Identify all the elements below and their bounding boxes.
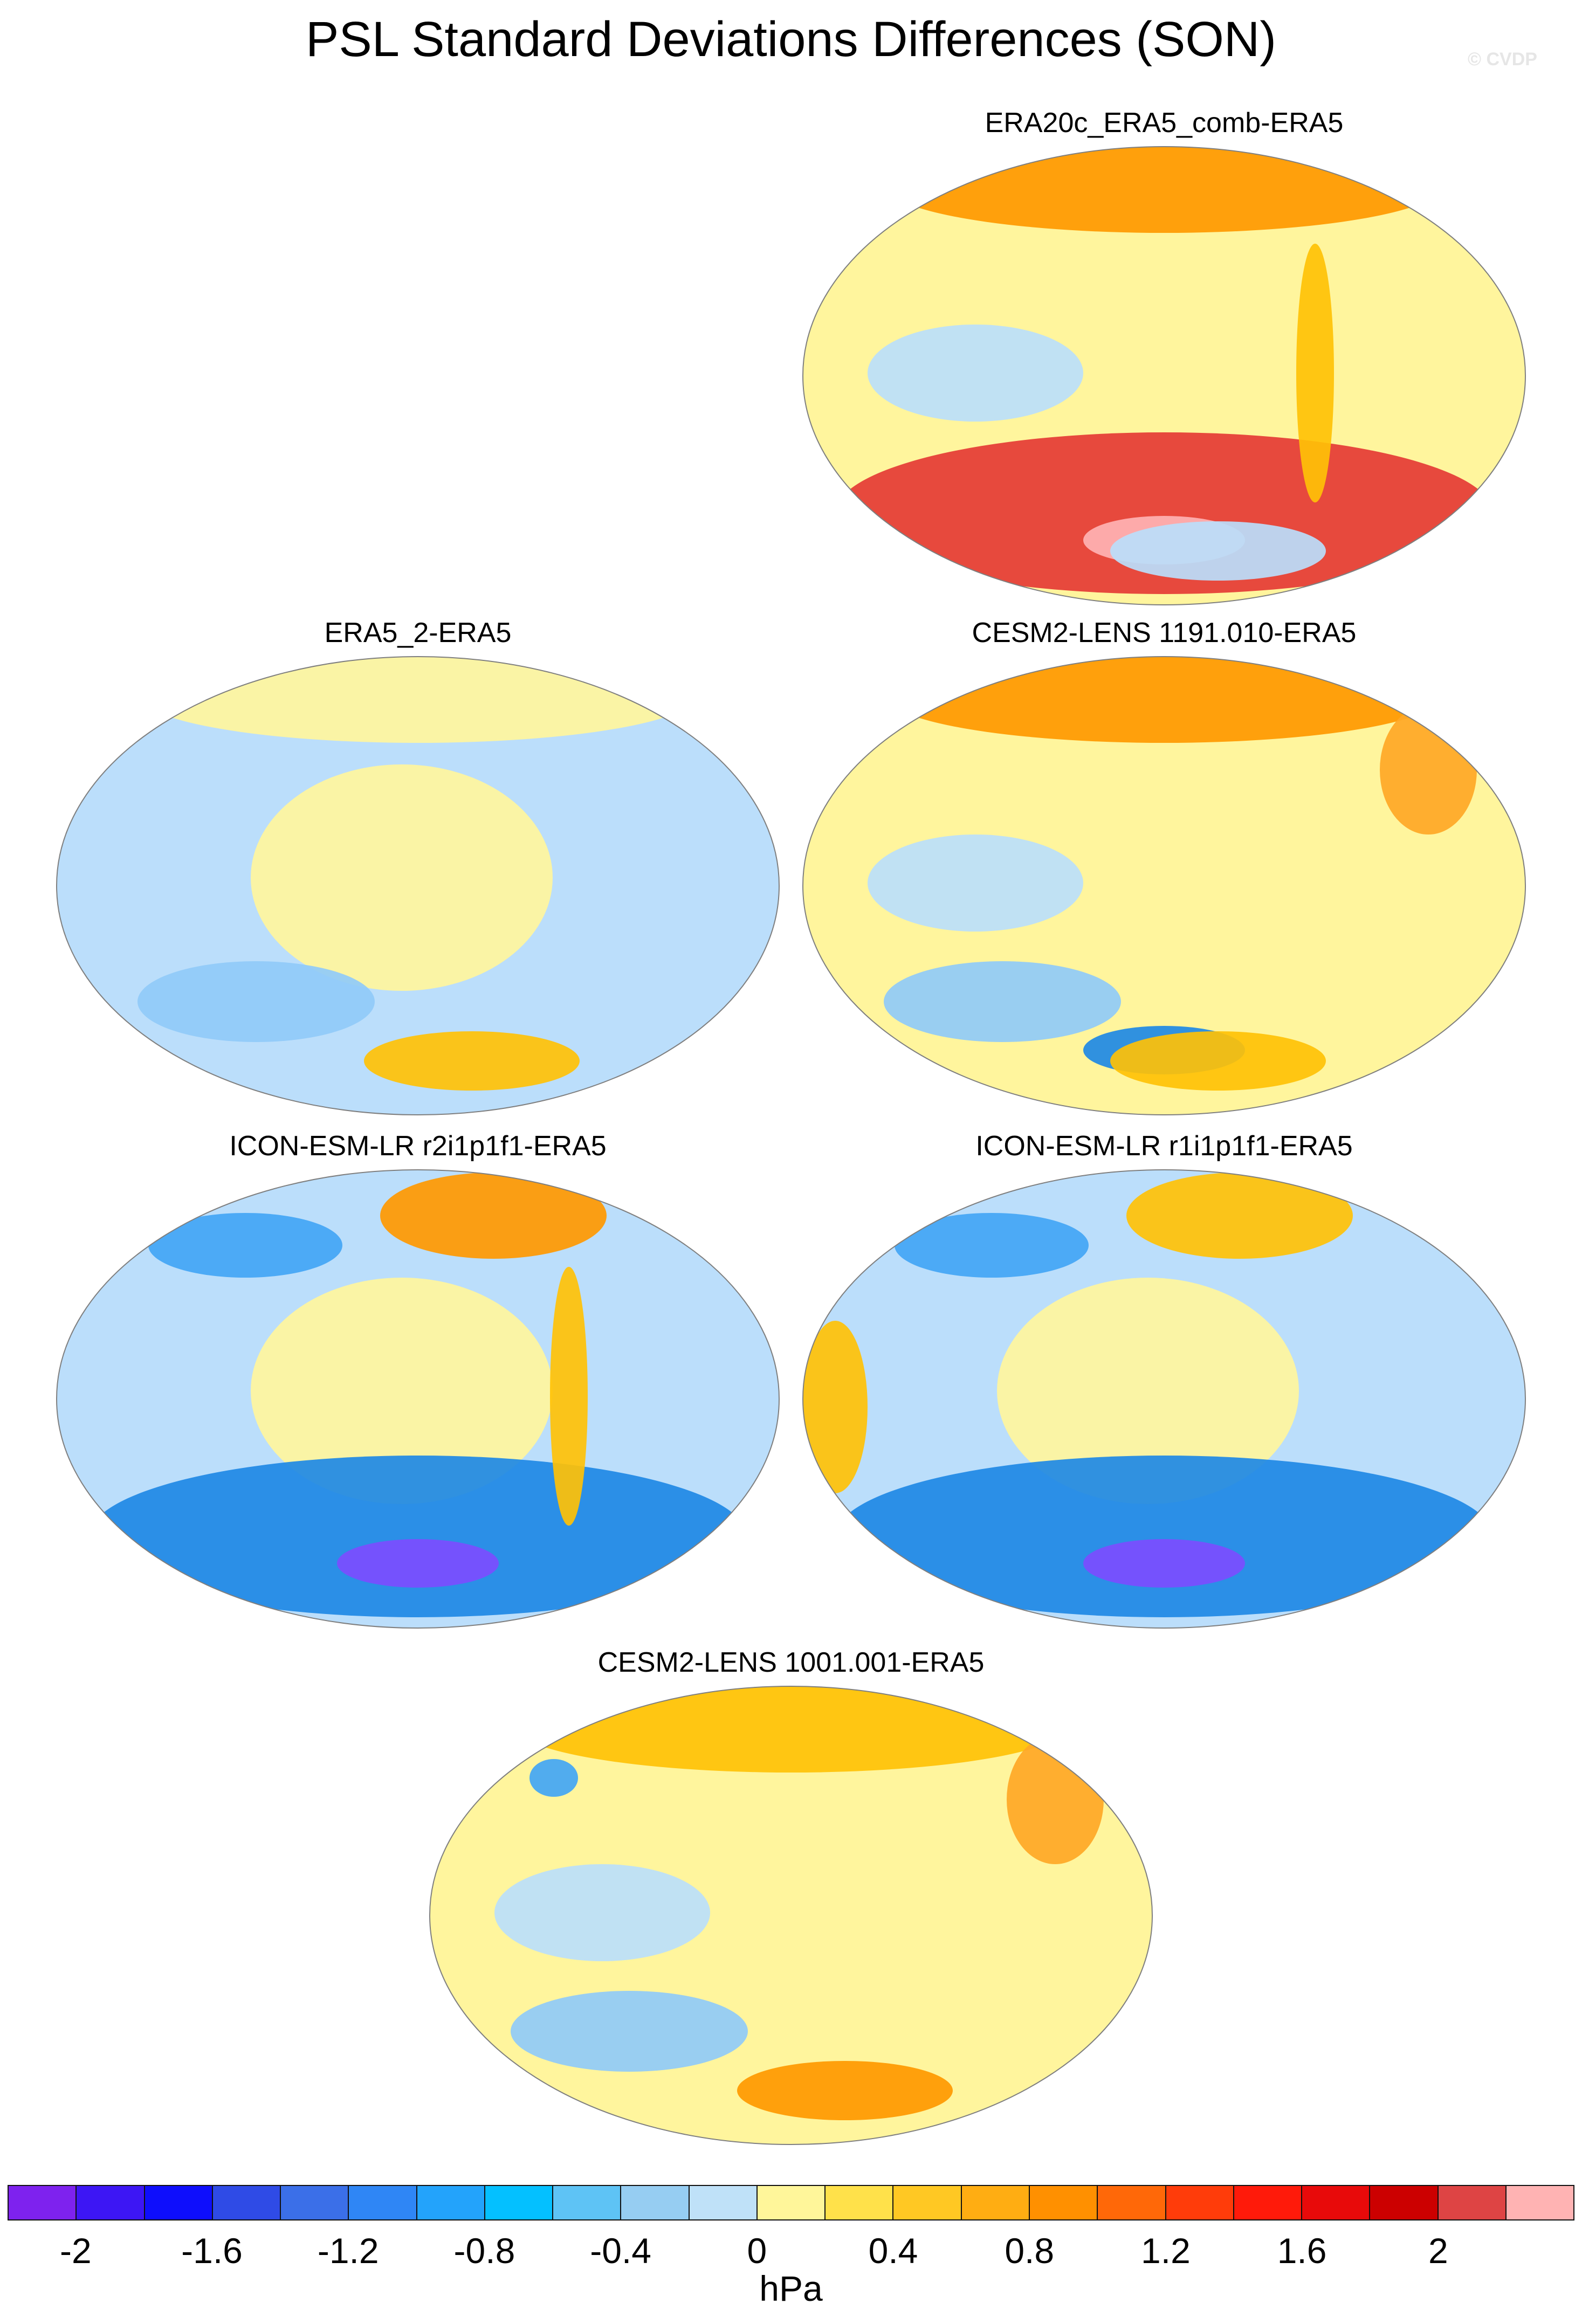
colorbar-swatch (1438, 2186, 1507, 2219)
panel-title: ICON-ESM-LR r1i1p1f1-ERA5 (975, 1130, 1353, 1162)
map-plot (802, 146, 1526, 605)
colorbar-swatch (77, 2186, 145, 2219)
anomaly-region-north-center (380, 1173, 607, 1259)
anomaly-region-north-center (1126, 1173, 1353, 1259)
colorbar-tick-label: -1.2 (317, 2231, 379, 2271)
watermark: © CVDP (1468, 49, 1537, 70)
colorbar-tick-label: 0.8 (1005, 2231, 1055, 2271)
map-plot (56, 1169, 780, 1629)
anomaly-region-south-band (89, 1456, 747, 1617)
colorbar-tick-label: -2 (60, 2231, 92, 2271)
anomaly-region-equator-west (868, 835, 1083, 932)
colorbar-swatch (689, 2186, 758, 2219)
map-plot (56, 656, 780, 1115)
colorbar-swatch (757, 2186, 826, 2219)
map-outline (56, 656, 780, 1115)
map-plot (429, 1686, 1153, 2145)
map-plot (802, 656, 1526, 1115)
colorbar-swatch (349, 2186, 417, 2219)
panel-title: CESM2-LENS 1191.010-ERA5 (972, 617, 1357, 649)
map-outline (56, 1169, 780, 1629)
colorbar-swatch (485, 2186, 554, 2219)
panel-title: CESM2-LENS 1001.001-ERA5 (597, 1647, 985, 1678)
colorbar-swatch (961, 2186, 1030, 2219)
colorbar-swatch (145, 2186, 213, 2219)
colorbar-tick-label: 2 (1428, 2231, 1448, 2271)
panel-title: ICON-ESM-LR r2i1p1f1-ERA5 (229, 1130, 607, 1162)
anomaly-region-north-west (148, 1213, 342, 1278)
colorbar-swatch (1506, 2186, 1574, 2219)
map-panel-era20c: ERA20c_ERA5_comb-ERA5 (797, 107, 1531, 613)
anomaly-region-south-band (835, 1456, 1493, 1617)
colorbar-swatch (826, 2186, 894, 2219)
map-panel-icon-r2: ICON-ESM-LR r2i1p1f1-ERA5 (51, 1130, 785, 1637)
colorbar-swatch (1166, 2186, 1234, 2219)
units-label: hPa (759, 2268, 823, 2308)
anomaly-region-south-atlantic (1110, 1031, 1326, 1091)
anomaly-region-south-west (511, 1991, 748, 2072)
map-outline (802, 1169, 1526, 1629)
anomaly-region-north-west (895, 1213, 1089, 1278)
colorbar-swatch (553, 2186, 622, 2219)
anomaly-region-south-core (337, 1539, 499, 1588)
anomaly-region-east-high (1007, 1735, 1104, 1864)
anomaly-region-south-band (835, 432, 1493, 594)
colorbar-swatch (417, 2186, 485, 2219)
map-plot (802, 1169, 1526, 1629)
anomaly-region-south-west (884, 961, 1121, 1042)
anomaly-region-pacific-core (251, 1278, 553, 1504)
colorbar-tick-label: -0.8 (453, 2231, 515, 2271)
colorbar-tick-label: 0 (747, 2231, 767, 2271)
anomaly-region-west-africa (803, 1321, 868, 1493)
colorbar-tick-label: -0.4 (590, 2231, 651, 2271)
colorbar (8, 2185, 1574, 2220)
colorbar-swatch (1029, 2186, 1098, 2219)
anomaly-region-east-high (1380, 705, 1477, 835)
anomaly-region-asia-dot (529, 1759, 578, 1797)
anomaly-region-equator-west (494, 1864, 710, 1961)
colorbar-tick-label: 1.2 (1141, 2231, 1191, 2271)
anomaly-region-south-atlantic (1110, 521, 1326, 581)
anomaly-region-andes (1296, 244, 1334, 502)
map-panel-icon-r1: ICON-ESM-LR r1i1p1f1-ERA5 (797, 1130, 1531, 1637)
anomaly-region-pacific-core (251, 764, 553, 991)
colorbar-swatch (212, 2186, 281, 2219)
map-panel-cesm2-1191: CESM2-LENS 1191.010-ERA5 (797, 617, 1531, 1123)
colorbar-tick-label: -1.6 (181, 2231, 243, 2271)
colorbar-tick-label: 0.4 (868, 2231, 918, 2271)
colorbar-swatch (1098, 2186, 1166, 2219)
colorbar-tick-label: 1.6 (1277, 2231, 1327, 2271)
colorbar-swatch (1370, 2186, 1439, 2219)
map-panel-era5-2: ERA5_2-ERA5 (51, 617, 785, 1123)
map-outline (802, 146, 1526, 605)
colorbar-swatch (893, 2186, 962, 2219)
anomaly-region-south-atlantic (364, 1031, 580, 1091)
panel-title: ERA20c_ERA5_comb-ERA5 (985, 107, 1344, 139)
colorbar-swatch (281, 2186, 349, 2219)
map-outline (429, 1686, 1153, 2145)
anomaly-region-andes (550, 1267, 588, 1526)
map-outline (802, 656, 1526, 1115)
colorbar-swatch (1234, 2186, 1303, 2219)
colorbar-swatch (621, 2186, 690, 2219)
panel-title: ERA5_2-ERA5 (324, 617, 512, 649)
page-title: PSL Standard Deviations Differences (SON… (306, 12, 1276, 67)
anomaly-region-south-west (137, 961, 375, 1042)
anomaly-region-south-core (1083, 1539, 1245, 1588)
map-panel-cesm2-1001: CESM2-LENS 1001.001-ERA5 (424, 1646, 1158, 2153)
anomaly-region-south-atlantic (737, 2061, 953, 2120)
anomaly-region-pacific-core (997, 1278, 1299, 1504)
colorbar-swatch (1302, 2186, 1371, 2219)
anomaly-region-equator-west (868, 325, 1083, 422)
colorbar-swatch (9, 2186, 77, 2219)
